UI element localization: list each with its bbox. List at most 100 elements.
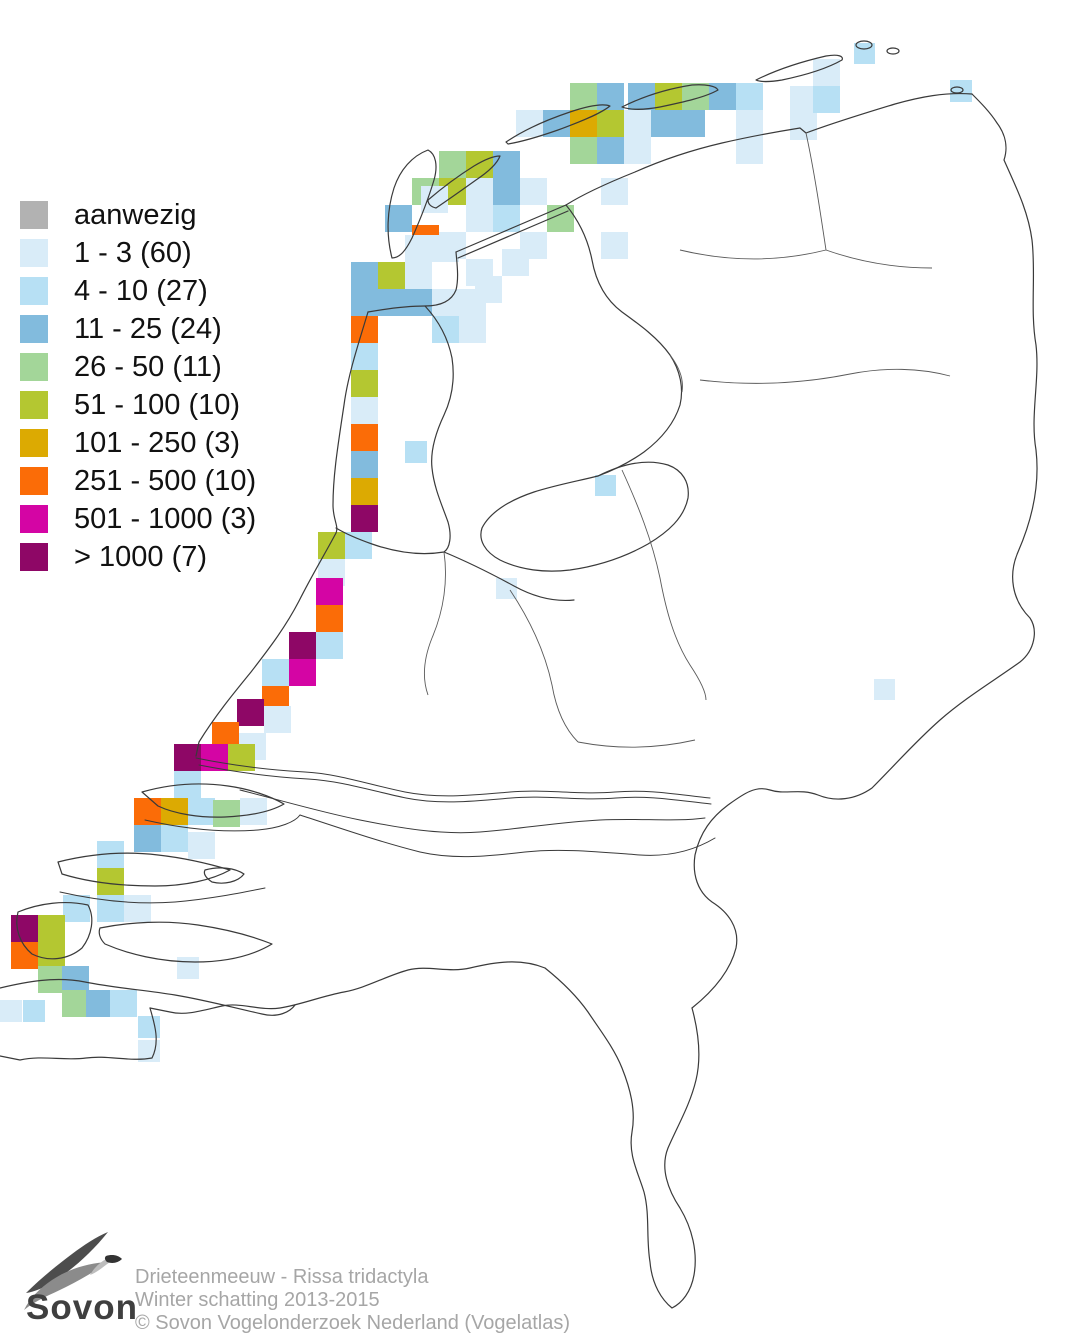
grid-cell xyxy=(570,137,597,164)
grid-cell xyxy=(432,235,459,262)
grid-cell xyxy=(813,59,840,86)
grid-cell xyxy=(240,798,267,825)
grid-cell xyxy=(493,151,520,178)
swallow-icon xyxy=(24,1232,122,1310)
grid-cell xyxy=(950,80,972,102)
grid-cell xyxy=(201,744,228,771)
grid-cell xyxy=(459,289,486,316)
grid-cell xyxy=(874,679,895,700)
legend-swatch-k0 xyxy=(20,201,48,229)
grid-cell xyxy=(709,83,736,110)
legend-label-k4: 26 - 50 (11) xyxy=(74,350,222,383)
grid-cell xyxy=(655,83,682,110)
legend-label-k6: 101 - 250 (3) xyxy=(74,426,241,459)
legend-swatch-k1 xyxy=(20,239,48,267)
grid-cell xyxy=(62,966,89,993)
grid-cell xyxy=(351,316,378,343)
grid-cell xyxy=(682,83,709,110)
grid-cell xyxy=(351,478,378,505)
grid-cell xyxy=(466,205,493,232)
sovon-logo xyxy=(24,1232,122,1310)
grid-cell xyxy=(378,289,405,316)
grid-cell xyxy=(624,110,651,137)
grid-cell xyxy=(237,699,264,726)
grid-cell xyxy=(161,798,188,825)
grid-cell xyxy=(432,289,459,316)
grid-cell xyxy=(345,532,372,559)
grid-cell xyxy=(228,744,255,771)
grid-cell xyxy=(110,990,137,1017)
grid-cell xyxy=(570,110,597,137)
grid-cell xyxy=(597,110,624,137)
grid-cell xyxy=(405,441,427,463)
species-title: Drieteenmeeuw - Rissa tridactyla xyxy=(135,1266,429,1288)
grid-cell xyxy=(466,178,493,205)
grid-cell xyxy=(174,771,201,798)
legend-row-k1: 1 - 3 (60) xyxy=(20,234,256,272)
grid-cell xyxy=(351,343,378,370)
grid-cell xyxy=(813,86,840,113)
grid-cell xyxy=(493,178,520,205)
legend-label-k8: 501 - 1000 (3) xyxy=(74,502,257,535)
legend-row-k8: 501 - 1000 (3) xyxy=(20,500,256,538)
grid-cell xyxy=(405,235,432,262)
grid-cell xyxy=(493,205,520,232)
grid-cell xyxy=(289,659,316,686)
grid-cell xyxy=(351,397,378,424)
legend: aanwezig 1 - 3 (60) 4 - 10 (27) 11 - 25 (24… xyxy=(20,196,256,576)
grid-cell xyxy=(38,966,65,993)
grid-cell xyxy=(385,205,412,232)
grid-cell xyxy=(601,232,628,259)
grid-cell xyxy=(351,451,378,478)
grid-cell xyxy=(97,895,124,922)
grid-cell xyxy=(678,110,705,137)
grid-cell xyxy=(289,632,316,659)
grid-cell xyxy=(188,798,215,825)
grid-cell xyxy=(188,832,215,859)
grid-cell xyxy=(264,706,291,733)
legend-label-k3: 11 - 25 (24) xyxy=(74,312,222,345)
legend-row-k2: 4 - 10 (27) xyxy=(20,272,256,310)
copyright-line: © Sovon Vogelonderzoek Nederland (Vogela… xyxy=(135,1312,571,1334)
grid-cell xyxy=(138,1040,160,1062)
legend-row-k5: 51 - 100 (10) xyxy=(20,386,256,424)
grid-cell xyxy=(432,316,459,343)
grid-cell xyxy=(351,424,378,451)
grid-cell xyxy=(351,505,378,532)
legend-swatch-k3 xyxy=(20,315,48,343)
legend-row-k4: 26 - 50 (11) xyxy=(20,348,256,386)
grid-cell xyxy=(466,151,493,178)
grid-cell xyxy=(97,841,124,868)
legend-row-k6: 101 - 250 (3) xyxy=(20,424,256,462)
grid-cell xyxy=(736,137,763,164)
grid-cell xyxy=(736,110,763,137)
grid-cell xyxy=(124,895,151,922)
grid-cell xyxy=(543,110,570,137)
grid-cell xyxy=(736,83,763,110)
grid-cell xyxy=(405,289,432,316)
grid-cell xyxy=(62,990,89,1017)
grid-cell xyxy=(134,798,161,825)
legend-label-k2: 4 - 10 (27) xyxy=(74,274,208,307)
legend-swatch-k8 xyxy=(20,505,48,533)
sovon-logo-text: Sovon xyxy=(26,1288,138,1327)
grid-cell xyxy=(161,825,188,852)
grid-cell xyxy=(547,205,574,232)
grid-cell xyxy=(624,137,651,164)
grid-cell xyxy=(595,475,616,496)
grid-cell xyxy=(351,289,378,316)
grid-cell xyxy=(351,370,378,397)
grid-cell xyxy=(134,825,161,852)
grid-cell xyxy=(63,895,90,922)
legend-swatch-k5 xyxy=(20,391,48,419)
legend-label-k0: aanwezig xyxy=(74,198,197,231)
grid-cell xyxy=(516,110,543,137)
legend-swatch-k7 xyxy=(20,467,48,495)
grid-cell xyxy=(174,744,201,771)
legend-row-k9: > 1000 (7) xyxy=(20,538,256,576)
legend-label-k7: 251 - 500 (10) xyxy=(74,464,257,497)
grid-cell xyxy=(11,942,38,969)
grid-cell xyxy=(38,942,65,969)
grid-cell xyxy=(628,83,655,110)
